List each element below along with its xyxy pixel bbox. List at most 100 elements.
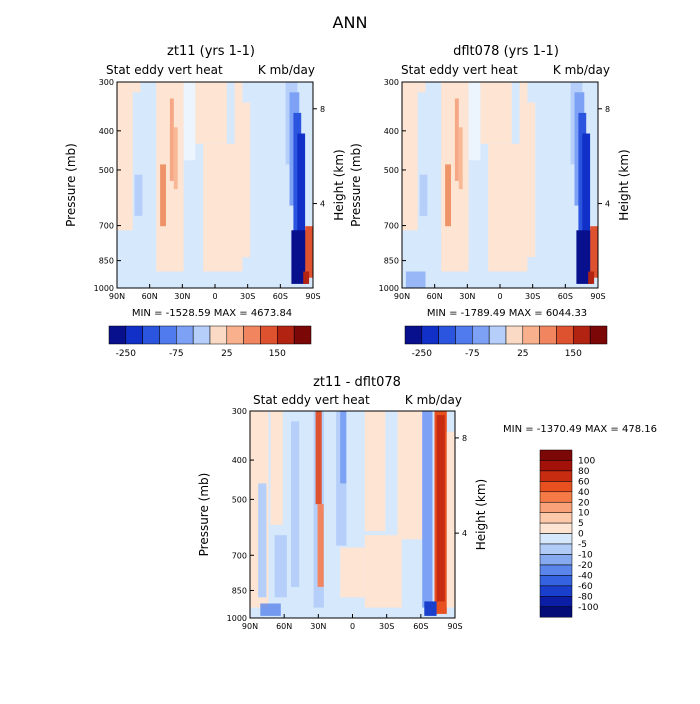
y-tick-label: 850: [99, 257, 114, 266]
contour-fill-region: [169, 98, 174, 181]
colorbar-swatch: [176, 325, 194, 345]
panel-difference: zt11 - dflt078 Stat eddy vert heat K mb/…: [197, 375, 657, 631]
x-tick-label: 30N: [459, 292, 475, 301]
contour-fill-region: [203, 143, 243, 272]
x-tick-label: 60N: [142, 292, 158, 301]
x-tick-label: 90N: [109, 292, 125, 301]
x-tick-label: 30N: [310, 622, 326, 631]
contour-fill-region: [488, 143, 528, 272]
y2-tick-label: 8: [605, 105, 610, 114]
colorbar-label: 60: [578, 477, 590, 487]
colorbar-swatch: [209, 325, 228, 345]
y-tick-label: 850: [384, 257, 399, 266]
x-tick-label: 60S: [558, 292, 573, 301]
y-tick-label: 400: [99, 127, 114, 136]
colorbar-label: 100: [578, 456, 595, 466]
contour-fill-region: [397, 411, 423, 540]
y2-tick-label: 4: [605, 200, 610, 209]
panel-subtitle-left: Stat eddy vert heat: [253, 393, 370, 407]
colorbar-label: -10: [578, 551, 593, 561]
contour-fill-region: [576, 230, 593, 284]
y-tick-label: 700: [232, 551, 247, 560]
colorbar-label: 20: [578, 498, 590, 508]
colorbar-swatch: [539, 325, 557, 345]
y-tick-label: 300: [99, 78, 114, 87]
contour-fill-region: [527, 102, 536, 258]
colorbar-swatch: [539, 491, 573, 503]
colorbar-swatch: [455, 325, 473, 345]
colorbar-label: 10: [578, 509, 590, 519]
colorbar-swatch: [539, 512, 573, 524]
x-tick-label: 0: [350, 622, 355, 631]
contour-fill-region: [305, 226, 313, 278]
colorbar-swatch: [539, 481, 573, 493]
contour-fill-region: [445, 164, 451, 227]
colorbar-swatch: [404, 325, 423, 345]
x-tick-label: 60S: [273, 292, 288, 301]
contour-fill-region: [588, 271, 595, 284]
x-tick-label: 0: [497, 292, 502, 301]
colorbar-label: -75: [169, 349, 184, 359]
contour-fill-region: [519, 82, 528, 165]
contour-fill-region: [446, 431, 455, 608]
x-tick-label: 60N: [276, 622, 292, 631]
x-tick-label: 90N: [394, 292, 410, 301]
y2-tick-label: 8: [462, 434, 467, 443]
contour-fill-region: [402, 82, 412, 206]
x-tick-label: 30S: [240, 292, 255, 301]
colorbar-label: 0: [578, 530, 584, 540]
contour-fill-region: [291, 421, 300, 587]
min-max-label: MIN = -1789.49 MAX = 6044.33: [427, 308, 587, 319]
colorbar-label: -80: [578, 592, 593, 602]
y-axis-label: Pressure (mb): [197, 473, 211, 557]
colorbar-label: -5: [578, 540, 587, 550]
colorbar-swatch: [159, 325, 177, 345]
colorbar-swatch: [125, 325, 143, 345]
panel-title: zt11 (yrs 1-1): [167, 44, 255, 59]
panel-subtitle-right: K mb/day: [405, 393, 462, 407]
heatmap-plot-area: 90N 60N 30N 0 30S 60S 90S 300 400 500 700 850 1000 8 4…: [349, 78, 631, 301]
panel-title: zt11 - dflt078: [313, 375, 401, 390]
min-max-label: MIN = -1370.49 MAX = 478.16: [503, 424, 657, 435]
contour-fill-region: [317, 504, 324, 587]
colorbar-swatch: [438, 325, 456, 345]
y-tick-label: 700: [384, 222, 399, 231]
contour-fill-region: [454, 98, 459, 181]
y2-axis-label: Height (km): [617, 149, 631, 220]
x-tick-label: 60S: [413, 622, 428, 631]
min-max-label: MIN = -1528.59 MAX = 4673.84: [132, 308, 292, 319]
contour-fill-region: [132, 82, 141, 93]
contour-fill-region: [500, 82, 512, 144]
colorbar-label: -100: [578, 603, 599, 613]
contour-fill-region: [258, 483, 267, 598]
x-tick-label: 90S: [447, 622, 462, 631]
contour-fill-region: [480, 82, 500, 144]
colorbar-swatch: [539, 596, 573, 607]
colorbar-label: 40: [578, 488, 590, 498]
colorbar-swatch: [539, 460, 573, 472]
y-tick-label: 300: [232, 407, 247, 416]
x-tick-label: 90N: [242, 622, 258, 631]
colorbar-swatch: [589, 325, 608, 345]
contour-fill-region: [270, 411, 283, 525]
colorbar-swatch: [539, 449, 573, 461]
contour-fill-region: [417, 82, 426, 93]
y2-tick-label: 4: [462, 529, 467, 538]
contour-fill-region: [315, 411, 322, 505]
contour-fill-region: [260, 603, 281, 616]
contour-fill-region: [340, 547, 365, 598]
y2-tick-label: 8: [320, 105, 325, 114]
colorbar-swatch: [505, 325, 524, 345]
colorbar-swatch: [260, 325, 278, 345]
colorbar-swatch: [142, 325, 160, 345]
contour-fill-region: [291, 230, 308, 284]
contour-fill-region: [183, 82, 196, 161]
heatmap-plot-area: 90N 60N 30N 0 30S 60S 90S 300 400 500 700 850 1000 8 4…: [197, 407, 488, 631]
x-tick-label: 90S: [305, 292, 320, 301]
colorbar-label: 5: [578, 519, 584, 529]
x-tick-label: 30S: [525, 292, 540, 301]
contour-fill-region: [340, 411, 347, 484]
colorbar-swatch: [472, 325, 490, 345]
colorbar-swatch: [539, 554, 573, 566]
